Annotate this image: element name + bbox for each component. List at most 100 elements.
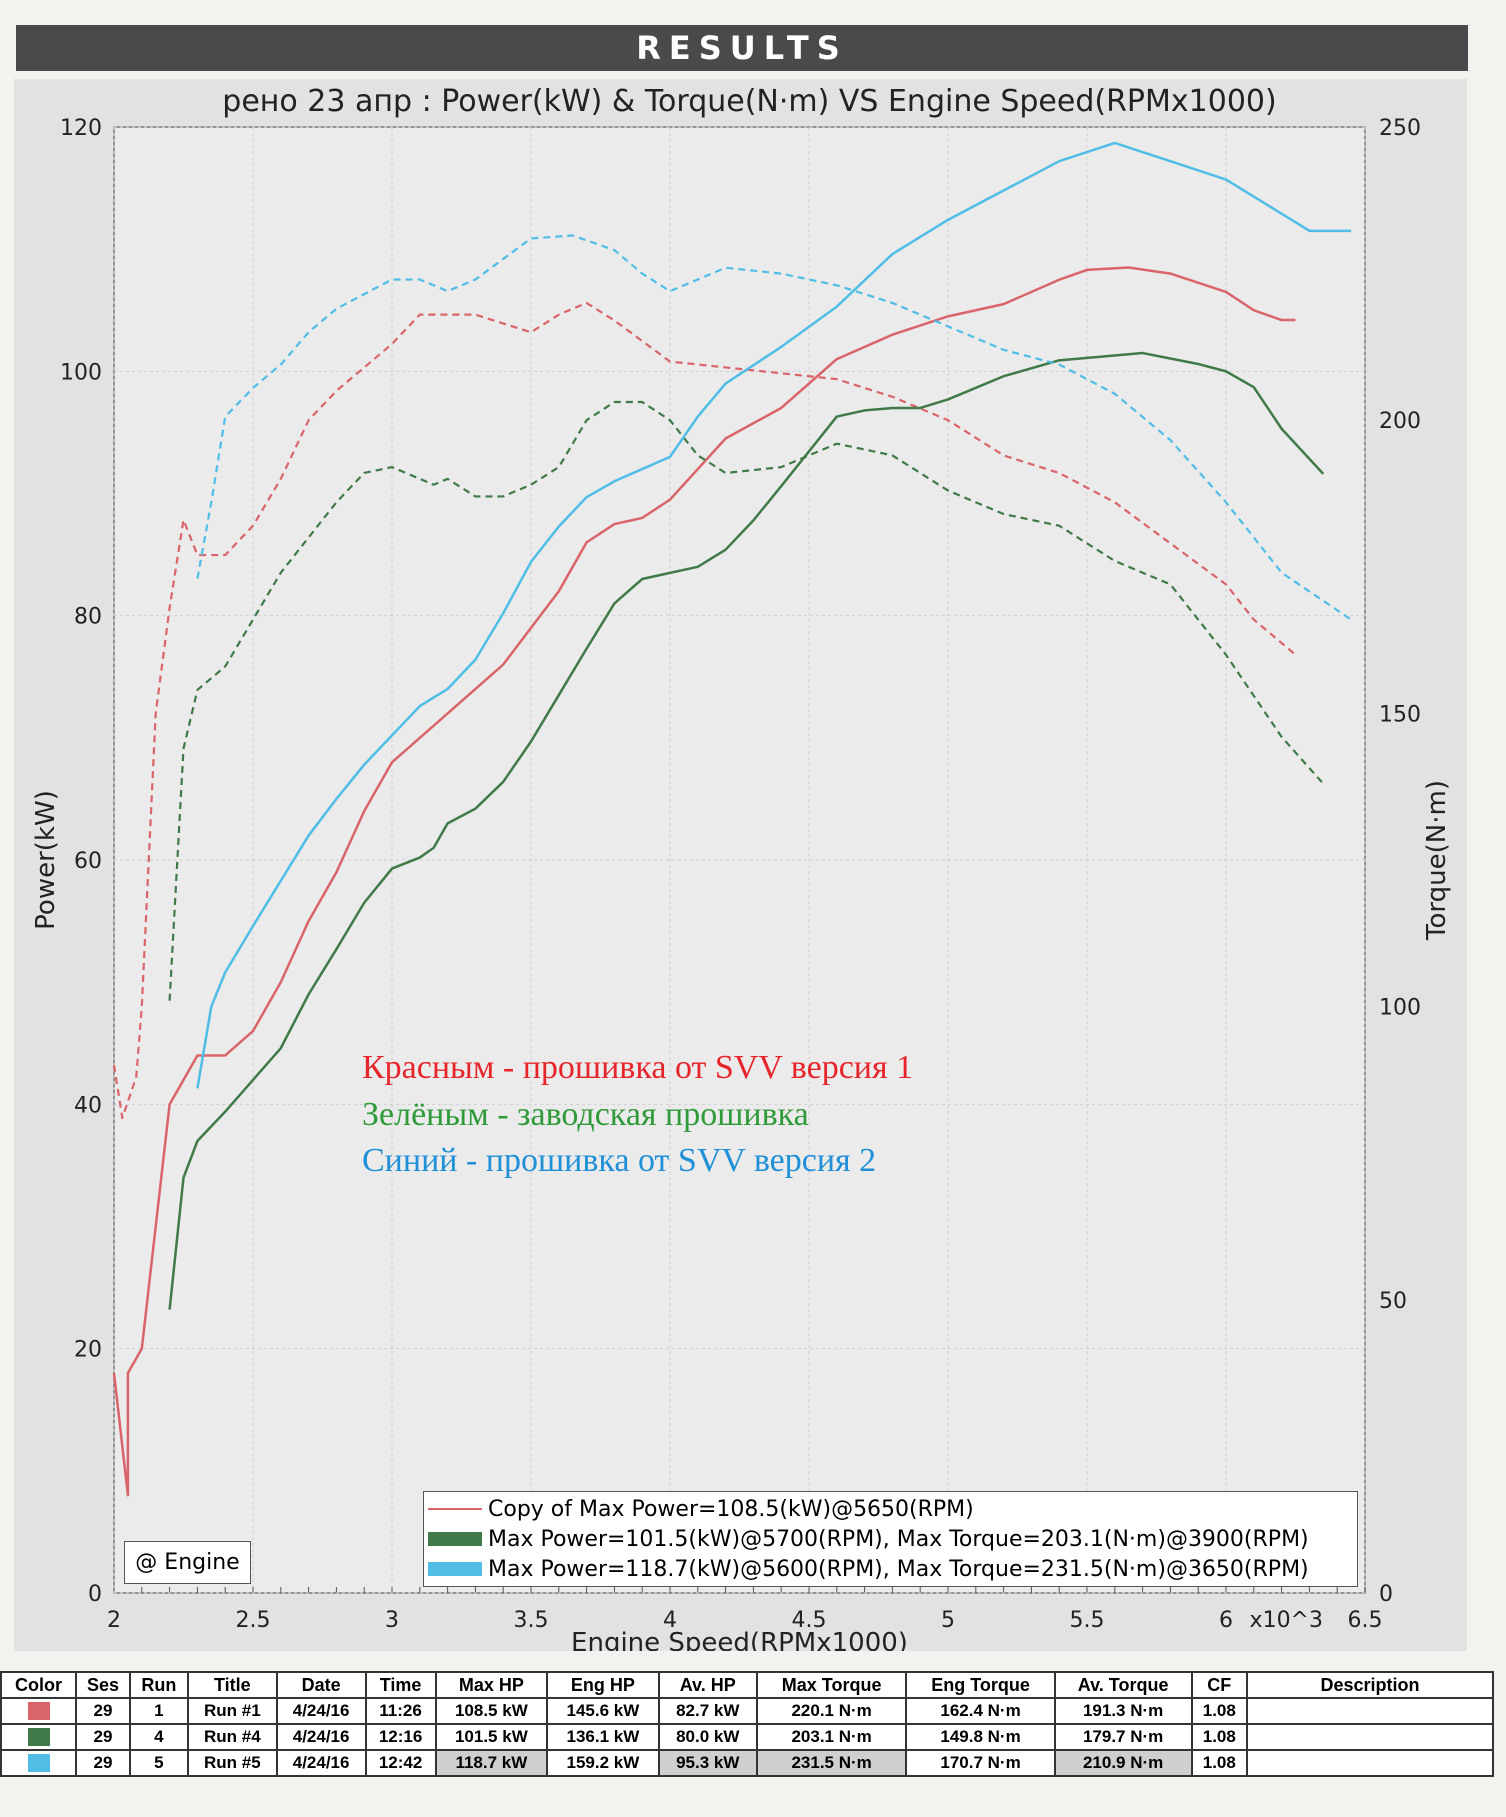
chart-panel: 2 2.5 3 3.5 4 4.5 5 5.5 6 6.5 x10^3 0 20 40 60 80 100 120… [14, 79, 1467, 1651]
table-cell: 11:26 [364, 1697, 437, 1725]
table-cell: 108.5 kW [434, 1697, 549, 1725]
color-swatch [0, 1723, 78, 1751]
table-cell: 210.9 N·m [1053, 1749, 1193, 1777]
annotation-blue: Синий - прошивка от SVV версия 2 [362, 1142, 877, 1179]
column-header: Color [0, 1671, 78, 1699]
dyno-chart: 2 2.5 3 3.5 4 4.5 5 5.5 6 6.5 x10^3 0 20 40 60 80 100 120… [31, 84, 1452, 1651]
legend-label: Max Power=101.5(kW)@5700(RPM), Max Torqu… [488, 1526, 1309, 1552]
table-cell [1246, 1723, 1494, 1751]
column-header: CF [1190, 1671, 1249, 1699]
x-tick-label: 4 [663, 1608, 677, 1633]
legend-swatch [428, 1562, 482, 1576]
y2-tick-label: 200 [1379, 409, 1421, 434]
table-cell: Run #4 [186, 1723, 278, 1751]
engine-label: @ Engine [124, 1541, 251, 1584]
table-cell: 4/24/16 [275, 1749, 367, 1777]
column-header: Max Torque [755, 1671, 908, 1699]
table-cell: 1.08 [1190, 1749, 1249, 1777]
color-swatch [0, 1749, 78, 1777]
table-cell: 1.08 [1190, 1697, 1249, 1725]
table-cell: 12:42 [364, 1749, 437, 1777]
table-cell: 29 [75, 1749, 131, 1777]
table-cell: Run #1 [186, 1697, 278, 1725]
table-cell: 170.7 N·m [905, 1749, 1056, 1777]
column-header: Run [128, 1671, 189, 1699]
table-header-row: Color Ses Run Title Date Time Max HP Eng HP Av. … [0, 1671, 1494, 1699]
x-tick-label: 6.5 [1348, 1608, 1383, 1633]
legend: Copy of Max Power=108.5(kW)@5650(RPM) Ma… [423, 1491, 1358, 1587]
table-cell: 149.8 N·m [905, 1723, 1056, 1751]
table-cell: 162.4 N·m [905, 1697, 1056, 1725]
legend-entry-blue: Max Power=118.7(kW)@5600(RPM), Max Torqu… [428, 1554, 1309, 1584]
table-cell: 4/24/16 [275, 1697, 367, 1725]
table-cell: 231.5 N·m [755, 1749, 908, 1777]
table-cell: 136.1 kW [546, 1723, 660, 1751]
y-tick-label: 80 [74, 605, 102, 630]
chart-title: рено 23 апр : Power(kW) & Torque(N·m) VS… [222, 84, 1276, 119]
y-tick-label: 60 [74, 849, 102, 874]
x-tick-label: 5.5 [1070, 1608, 1105, 1633]
column-header: Max HP [434, 1671, 549, 1699]
table-cell: 4 [128, 1723, 189, 1751]
annotation-red: Красным - прошивка от SVV версия 1 [362, 1049, 914, 1086]
x-tick-label: 4.5 [792, 1608, 827, 1633]
legend-label: Copy of Max Power=108.5(kW)@5650(RPM) [488, 1496, 974, 1522]
table-cell: 220.1 N·m [755, 1697, 908, 1725]
results-table: Color Ses Run Title Date Time Max HP Eng HP Av. … [0, 1671, 1494, 1777]
table-row[interactable]: 29 4 Run #4 4/24/16 12:16 101.5 kW 136.1 kW 80.… [0, 1723, 1494, 1751]
torque-line-series-1 [168, 400, 1325, 1001]
table-cell: 80.0 kW [657, 1723, 758, 1751]
y-tick-label: 120 [60, 116, 102, 141]
y2-axis-label: Torque(N·m) [1422, 780, 1452, 941]
power-line-series-0 [112, 266, 1296, 1497]
x-tick-label: 5 [941, 1608, 955, 1633]
table-cell: 101.5 kW [434, 1723, 549, 1751]
legend-entry-red: Copy of Max Power=108.5(kW)@5650(RPM) [428, 1494, 974, 1524]
x-tick-label: 2.5 [236, 1608, 271, 1633]
y2-tick-label: 0 [1379, 1582, 1393, 1607]
column-header: Eng Torque [905, 1671, 1056, 1699]
y-tick-label: 20 [74, 1338, 102, 1363]
table-cell: 5 [128, 1749, 189, 1777]
x-unit-label: x10^3 [1250, 1608, 1323, 1633]
x-tick-label: 3 [385, 1608, 399, 1633]
y2-tick-label: 50 [1379, 1289, 1407, 1314]
x-tick-label: 2 [107, 1608, 121, 1633]
x-tick-label: 3.5 [514, 1608, 549, 1633]
table-cell: 95.3 kW [657, 1749, 758, 1777]
column-header: Description [1246, 1671, 1494, 1699]
y2-tick-label: 150 [1379, 702, 1421, 727]
legend-swatch [428, 1508, 482, 1510]
table-cell [1246, 1697, 1494, 1725]
y-tick-label: 0 [88, 1582, 102, 1607]
table-cell: 82.7 kW [657, 1697, 758, 1725]
torque-line-series-0 [112, 301, 1297, 1120]
table-row[interactable]: 29 5 Run #5 4/24/16 12:42 118.7 kW 159.2 kW 95.… [0, 1749, 1494, 1777]
table-cell: 1 [128, 1697, 189, 1725]
y-tick-label: 100 [60, 360, 102, 385]
table-cell: 191.3 N·m [1053, 1697, 1193, 1725]
y-axis-label: Power(kW) [31, 790, 61, 930]
legend-label: Max Power=118.7(kW)@5600(RPM), Max Torqu… [488, 1556, 1309, 1582]
legend-swatch [428, 1532, 482, 1546]
x-tick-label: 6 [1219, 1608, 1233, 1633]
table-cell: 118.7 kW [434, 1749, 549, 1777]
table-cell: 1.08 [1190, 1723, 1249, 1751]
table-cell: 203.1 N·m [755, 1723, 908, 1751]
table-cell: 29 [75, 1697, 131, 1725]
y2-tick-label: 250 [1379, 116, 1421, 141]
color-swatch [0, 1697, 78, 1725]
column-header: Av. Torque [1053, 1671, 1193, 1699]
table-row[interactable]: 29 1 Run #1 4/24/16 11:26 108.5 kW 145.6 kW 82.… [0, 1697, 1494, 1725]
power-line-series-2 [196, 141, 1352, 1089]
table-cell: Run #5 [186, 1749, 278, 1777]
y-tick-label: 40 [74, 1093, 102, 1118]
table-cell: 12:16 [364, 1723, 437, 1751]
annotation-green: Зелёным - заводская прошивка [362, 1096, 809, 1133]
x-axis-label: Engine Speed(RPMx1000) [571, 1628, 908, 1651]
column-header: Date [275, 1671, 367, 1699]
table-cell [1246, 1749, 1494, 1777]
results-header: RESULTS [16, 25, 1468, 71]
table-cell: 4/24/16 [275, 1723, 367, 1751]
legend-entry-green: Max Power=101.5(kW)@5700(RPM), Max Torqu… [428, 1524, 1309, 1554]
